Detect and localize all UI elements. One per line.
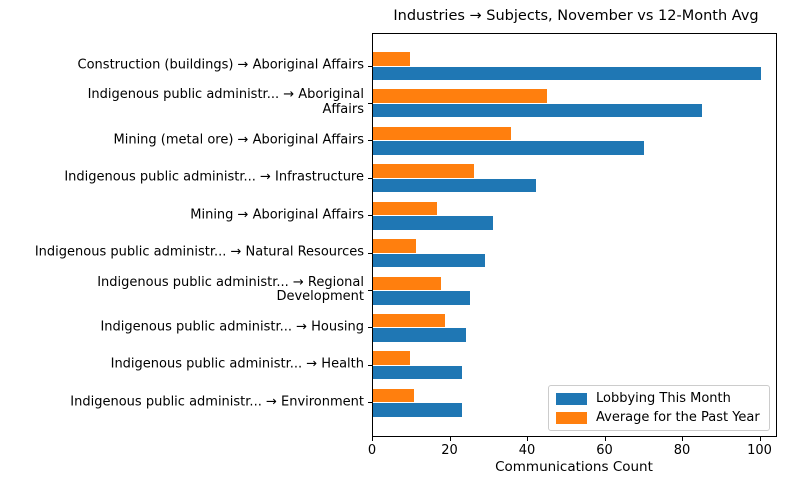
legend-item-past-year: Average for the Past Year	[556, 410, 762, 425]
x-tick-label: 40	[518, 443, 536, 458]
legend: Lobbying This Month Average for the Past…	[548, 385, 770, 431]
x-tick-mark	[604, 437, 606, 441]
bar-average-past-year	[373, 313, 445, 328]
legend-label-past-year: Average for the Past Year	[596, 410, 760, 425]
x-tick-mark	[759, 437, 761, 441]
y-tick-label: Indigenous public administr... → Housing	[100, 319, 364, 335]
bar-lobbying-this-month	[373, 365, 463, 380]
y-tick-label: Indigenous public administr... → Natural…	[34, 244, 364, 260]
bar-lobbying-this-month	[373, 403, 463, 417]
x-tick-mark	[372, 437, 373, 441]
y-tick-mark	[368, 327, 372, 329]
bar-lobbying-this-month	[373, 141, 645, 155]
y-tick-label: Mining → Aboriginal Affairs	[190, 207, 364, 223]
y-tick-label: Mining (metal ore) → Aboriginal Affairs	[113, 132, 365, 148]
y-tick-mark	[368, 364, 372, 366]
y-tick-label: Indigenous public administr... → Environ…	[70, 394, 364, 410]
y-tick-mark	[368, 140, 372, 142]
legend-swatch-past-year	[556, 411, 587, 424]
x-tick-label: 80	[673, 443, 691, 458]
x-tick-label: 20	[441, 443, 458, 458]
y-tick-label: Indigenous public administr... → Infrast…	[64, 169, 364, 185]
bar-average-past-year	[373, 239, 416, 253]
bar-average-past-year	[373, 164, 474, 178]
bar-average-past-year	[373, 201, 437, 216]
chart-title: Industries → Subjects, November vs 12-Mo…	[393, 8, 759, 24]
y-tick-mark	[368, 177, 372, 179]
bar-lobbying-this-month	[373, 328, 466, 342]
y-tick-label: Indigenous public administr... → Regiona…	[97, 274, 364, 305]
y-tick-label: Indigenous public administr... → Aborigi…	[87, 87, 364, 118]
bar-average-past-year	[373, 351, 410, 365]
y-tick-mark	[368, 252, 372, 254]
bar-average-past-year	[373, 126, 511, 141]
bar-lobbying-this-month	[373, 103, 703, 118]
x-tick-mark	[682, 437, 683, 441]
x-tick-label: 0	[367, 443, 377, 458]
x-tick-mark	[527, 437, 528, 441]
y-tick-mark	[368, 290, 372, 292]
bar-lobbying-this-month	[373, 178, 536, 193]
bar-average-past-year	[373, 52, 410, 66]
bar-lobbying-this-month	[373, 216, 494, 230]
y-tick-mark	[368, 65, 372, 67]
y-tick-label: Construction (buildings) → Aboriginal Af…	[77, 57, 364, 73]
legend-swatch-this-month	[556, 392, 587, 405]
y-tick-mark	[368, 102, 372, 104]
bar-lobbying-this-month	[373, 253, 486, 268]
x-tick-label: 60	[596, 443, 613, 458]
bar-lobbying-this-month	[373, 291, 470, 305]
x-tick-label: 100	[747, 443, 772, 458]
bar-average-past-year	[373, 388, 414, 403]
legend-item-this-month: Lobbying This Month	[556, 391, 762, 406]
bar-average-past-year	[373, 276, 441, 291]
bar-average-past-year	[373, 89, 548, 103]
x-tick-mark	[449, 437, 451, 441]
y-tick-mark	[368, 215, 372, 217]
legend-label-this-month: Lobbying This Month	[596, 391, 731, 406]
y-tick-mark	[368, 402, 372, 404]
bar-lobbying-this-month	[373, 66, 761, 80]
y-tick-label: Indigenous public administr... → Health	[110, 356, 364, 372]
x-axis-label: Communications Count	[495, 459, 653, 475]
